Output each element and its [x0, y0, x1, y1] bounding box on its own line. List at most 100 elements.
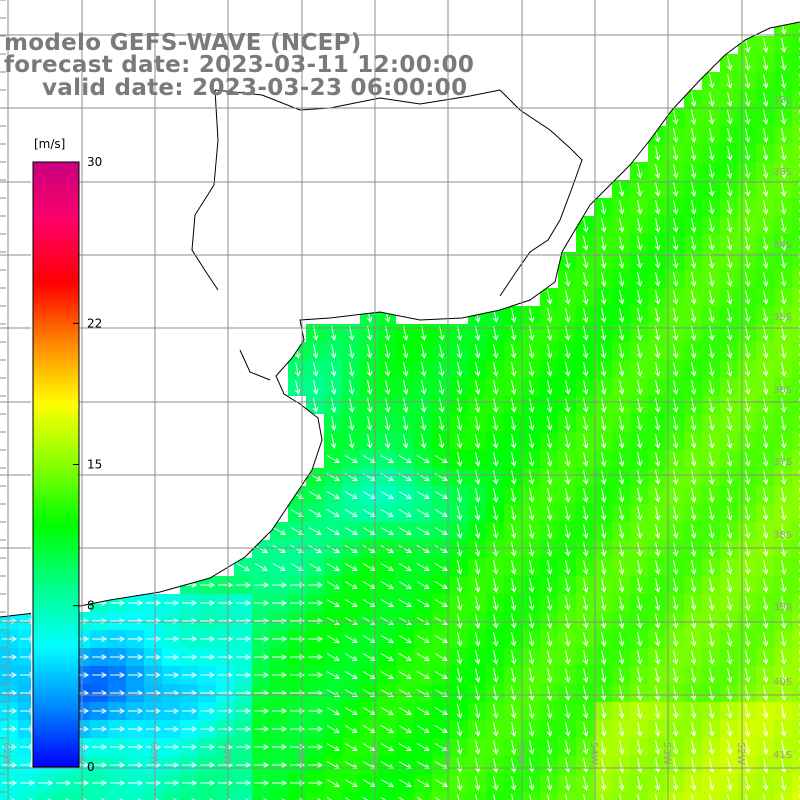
- wind-arrow: [636, 434, 643, 449]
- wind-arrow: [582, 776, 589, 791]
- wind-arrow: [582, 668, 589, 683]
- wind-arrow: [416, 725, 430, 734]
- wind-arrow: [600, 362, 607, 377]
- wind-arrow: [272, 527, 286, 536]
- wind-arrow: [299, 798, 304, 800]
- wind-arrow: [83, 798, 88, 800]
- wind-arrow: [281, 798, 286, 800]
- wind-arrow: [128, 600, 144, 606]
- wind-arrow: [330, 344, 337, 359]
- wind-arrow: [416, 797, 427, 800]
- wind-arrow: [582, 236, 589, 251]
- wind-arrow: [619, 794, 622, 800]
- wind-arrow: [474, 362, 481, 377]
- wind-arrow: [600, 722, 607, 737]
- wind-arrow: [510, 740, 517, 755]
- wind-arrow: [344, 653, 358, 662]
- wind-arrow: [600, 416, 607, 431]
- wind-arrow: [744, 560, 751, 575]
- wind-arrow: [110, 744, 126, 750]
- wind-arrow: [510, 542, 517, 557]
- wind-arrow: [744, 416, 751, 431]
- wind-arrow: [398, 671, 412, 680]
- wind-arrow: [672, 254, 679, 269]
- field-cell: [792, 720, 800, 738]
- field-cell: [342, 792, 360, 800]
- wind-arrow: [618, 776, 625, 791]
- wind-arrow: [326, 527, 340, 536]
- wind-arrow: [312, 362, 319, 377]
- wind-arrow: [744, 776, 751, 791]
- wind-arrow: [708, 236, 715, 251]
- wind-arrow: [618, 668, 625, 683]
- field-cell: [90, 792, 108, 800]
- wind-arrow: [726, 632, 733, 647]
- wind-arrow: [420, 362, 427, 377]
- wind-arrow: [690, 434, 697, 449]
- wind-arrow: [780, 218, 787, 233]
- wind-arrow: [654, 380, 661, 395]
- wind-arrow: [146, 636, 162, 642]
- field-cell: [792, 504, 800, 522]
- wind-arrow: [308, 600, 324, 606]
- wind-arrow: [672, 596, 679, 611]
- wind-arrow: [636, 308, 643, 323]
- wind-arrow: [492, 758, 499, 773]
- field-cell: [630, 792, 648, 800]
- wind-arrow: [636, 272, 643, 287]
- wind-arrow: [272, 636, 288, 642]
- wind-arrow: [708, 434, 715, 449]
- wind-arrow: [330, 398, 337, 413]
- field-cell: [648, 792, 666, 800]
- wind-arrow: [528, 668, 535, 683]
- wind-arrow: [474, 632, 481, 647]
- wind-arrow: [326, 491, 340, 500]
- wind-arrow: [780, 290, 787, 305]
- wind-arrow: [726, 344, 733, 359]
- wind-arrow: [762, 128, 769, 143]
- wind-arrow: [708, 74, 715, 89]
- wind-arrow: [402, 344, 409, 359]
- wind-arrow: [654, 344, 661, 359]
- wind-arrow: [762, 182, 769, 197]
- field-cell: [180, 792, 198, 800]
- field-cell: [756, 792, 774, 800]
- field-cell: [792, 360, 800, 378]
- wind-arrow: [618, 416, 625, 431]
- wind-arrow: [762, 218, 769, 233]
- wind-arrow: [582, 308, 589, 323]
- wind-arrow: [218, 582, 234, 588]
- wind-arrow: [398, 725, 412, 734]
- wind-arrow: [780, 632, 787, 647]
- wind-arrow: [294, 362, 301, 377]
- wind-arrow: [726, 650, 733, 665]
- wind-arrow: [456, 560, 463, 575]
- wind-arrow: [546, 380, 553, 395]
- model-title: modelo GEFS-WAVE (NCEP): [4, 30, 362, 56]
- wind-arrow: [744, 452, 751, 467]
- wind-arrow: [582, 740, 589, 755]
- wind-arrow: [690, 236, 697, 251]
- wind-arrow: [384, 380, 391, 395]
- wind-arrow: [398, 527, 412, 536]
- wind-arrow: [272, 726, 288, 732]
- wind-arrow: [245, 798, 250, 800]
- wind-arrow: [456, 776, 463, 791]
- wind-arrow: [528, 614, 535, 629]
- wind-arrow: [601, 794, 604, 800]
- wind-arrow: [672, 524, 679, 539]
- wind-arrow: [510, 632, 517, 647]
- wind-arrow: [708, 524, 715, 539]
- wind-arrow: [546, 542, 553, 557]
- wind-arrow: [780, 758, 787, 773]
- wind-arrow: [236, 636, 252, 642]
- wind-arrow: [398, 563, 412, 572]
- wind-arrow: [582, 398, 589, 413]
- wind-arrow: [564, 596, 571, 611]
- wind-arrow: [254, 654, 270, 660]
- wind-arrow: [564, 650, 571, 665]
- wind-arrow: [780, 578, 787, 593]
- wind-arrow: [38, 780, 54, 786]
- wind-arrow: [582, 524, 589, 539]
- wind-arrow: [600, 578, 607, 593]
